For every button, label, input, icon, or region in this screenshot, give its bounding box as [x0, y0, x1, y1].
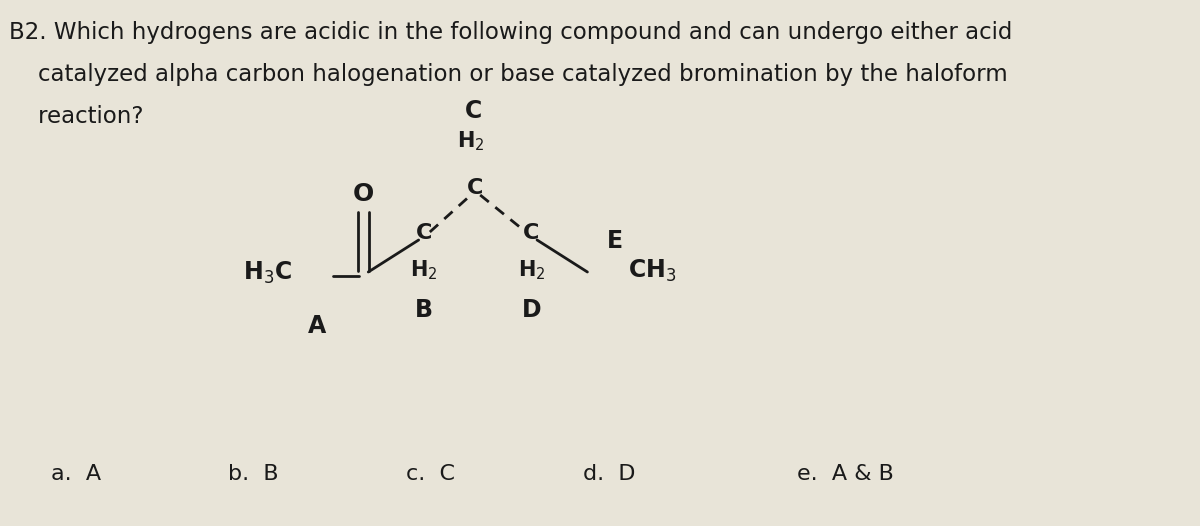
Text: A: A: [308, 314, 326, 338]
Text: C: C: [416, 223, 432, 243]
Text: O: O: [353, 182, 374, 206]
Text: catalyzed alpha carbon halogenation or base catalyzed bromination by the halofor: catalyzed alpha carbon halogenation or b…: [10, 63, 1008, 86]
Text: E: E: [607, 229, 624, 253]
Text: a.  A: a. A: [52, 464, 102, 484]
Text: b.  B: b. B: [228, 464, 280, 484]
Text: H$_3$C: H$_3$C: [242, 260, 292, 286]
Text: C: C: [466, 99, 482, 123]
Text: H$_2$: H$_2$: [457, 129, 485, 153]
Text: CH$_3$: CH$_3$: [628, 258, 676, 284]
Text: B: B: [415, 298, 433, 322]
Text: d.  D: d. D: [583, 464, 635, 484]
Text: reaction?: reaction?: [10, 105, 144, 128]
Text: D: D: [522, 298, 541, 322]
Text: H$_2$: H$_2$: [410, 258, 438, 281]
Text: H$_2$: H$_2$: [517, 258, 545, 281]
Text: C: C: [467, 178, 484, 198]
Text: c.  C: c. C: [406, 464, 455, 484]
Text: C: C: [523, 223, 540, 243]
Text: e.  A & B: e. A & B: [797, 464, 894, 484]
Text: B2. Which hydrogens are acidic in the following compound and can undergo either : B2. Which hydrogens are acidic in the fo…: [10, 21, 1013, 44]
